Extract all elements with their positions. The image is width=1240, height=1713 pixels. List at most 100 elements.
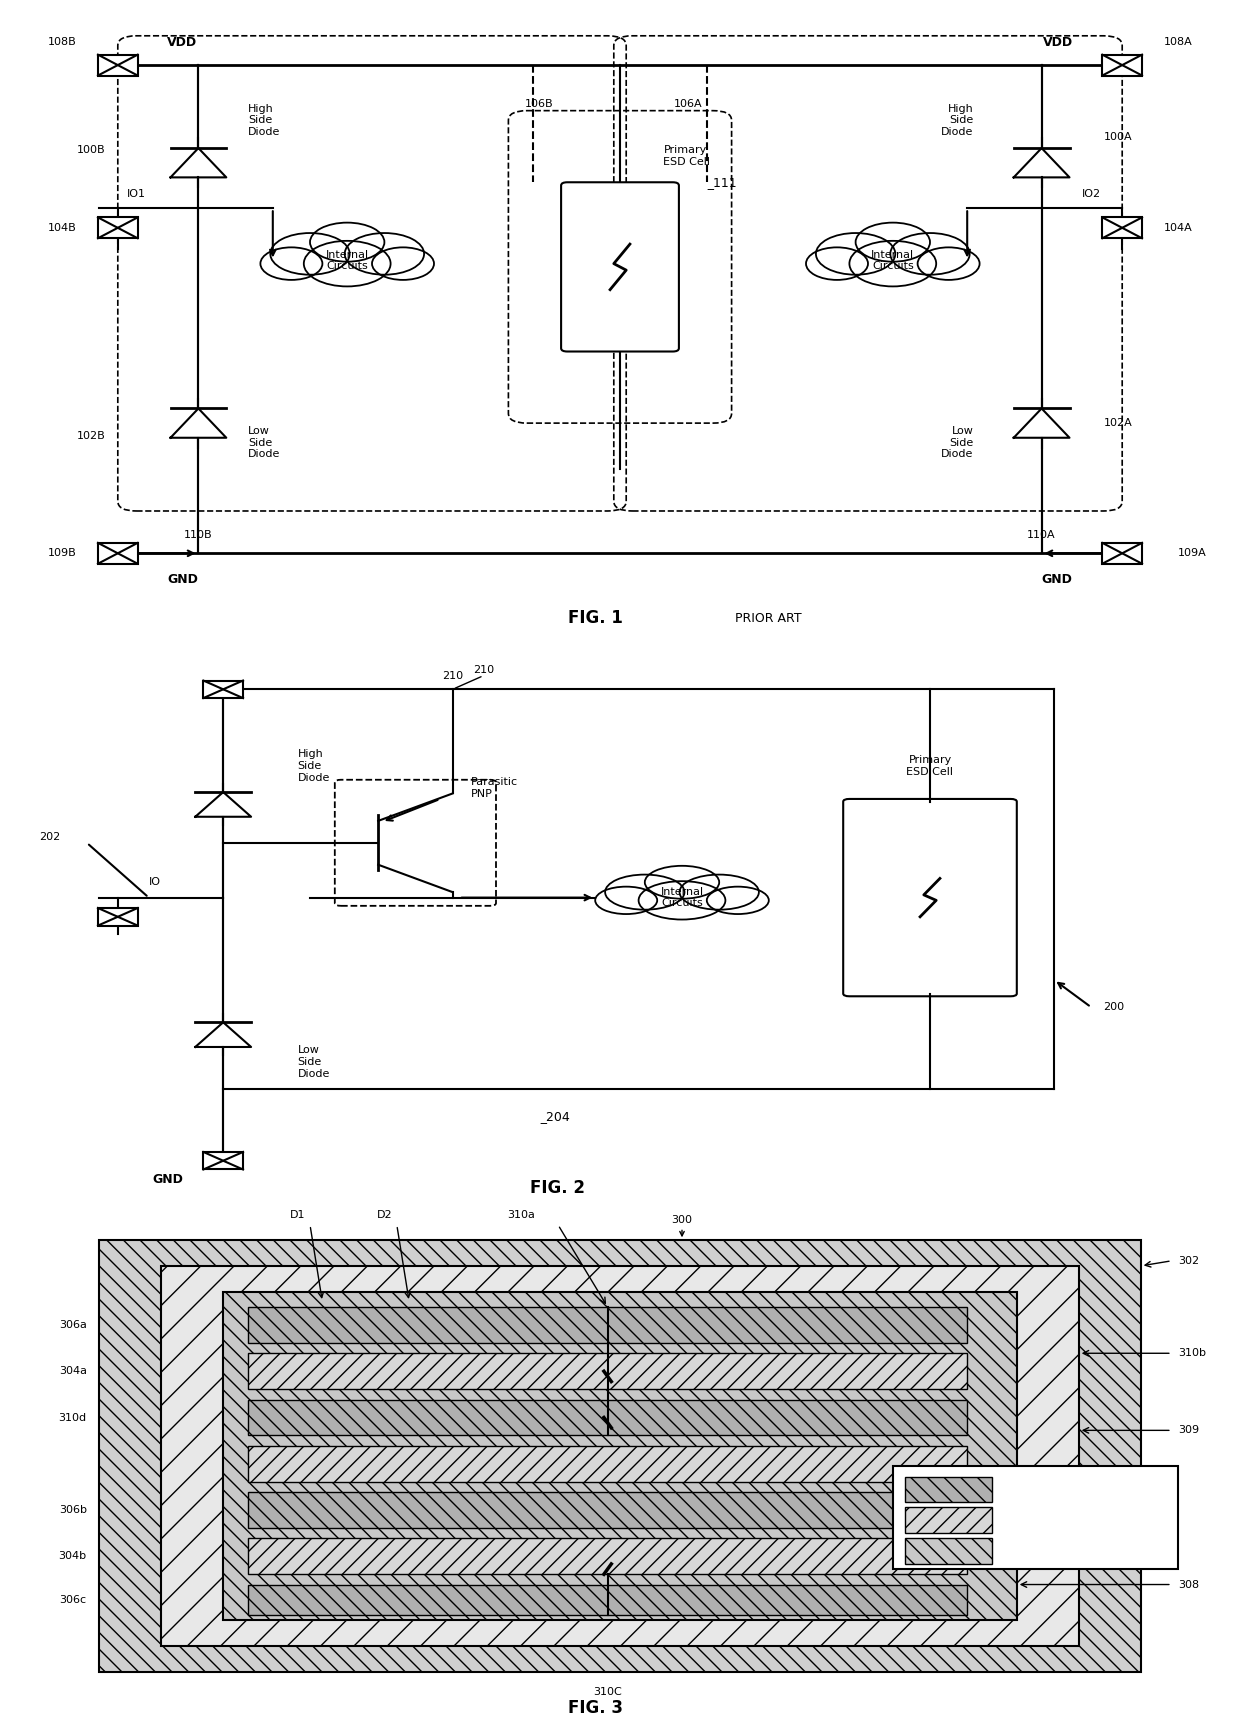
Circle shape: [260, 247, 322, 279]
Text: D2: D2: [377, 1209, 392, 1220]
Circle shape: [605, 875, 684, 910]
Text: 306c: 306c: [60, 1595, 87, 1605]
Text: FIG. 1: FIG. 1: [568, 610, 622, 627]
Text: IO2: IO2: [1081, 188, 1101, 199]
Bar: [223, 1292, 1017, 1620]
Bar: [905, 1538, 992, 1564]
Text: FIG. 2: FIG. 2: [531, 1179, 585, 1197]
Text: 310b: 310b: [1178, 1348, 1207, 1358]
Circle shape: [304, 242, 391, 286]
Text: 109B: 109B: [47, 548, 77, 558]
Text: PRIOR ART: PRIOR ART: [735, 612, 802, 625]
Text: Low
Side
Diode: Low Side Diode: [941, 427, 973, 459]
Text: ̲204: ̲204: [546, 1110, 570, 1124]
Text: 306b: 306b: [58, 1506, 87, 1514]
FancyBboxPatch shape: [560, 182, 680, 351]
Text: GND: GND: [153, 1173, 182, 1187]
Text: 200: 200: [1104, 1002, 1125, 1012]
Text: 108B: 108B: [47, 38, 77, 48]
Circle shape: [816, 233, 895, 274]
Text: VDD: VDD: [1043, 36, 1073, 48]
Circle shape: [707, 887, 769, 915]
Text: 102A: 102A: [1104, 418, 1132, 428]
Text: High
Side
Diode: High Side Diode: [248, 104, 280, 137]
Circle shape: [645, 865, 719, 899]
Bar: [98, 543, 138, 564]
Circle shape: [372, 247, 434, 279]
Text: 309: 309: [1178, 1425, 1199, 1435]
Bar: [893, 1466, 1178, 1569]
Text: 108A: 108A: [1163, 38, 1193, 48]
Bar: [203, 1151, 243, 1170]
Text: 110B: 110B: [184, 531, 213, 540]
Bar: [248, 1492, 967, 1528]
Text: 308: 308: [1178, 1579, 1199, 1590]
Text: Low
Side
Diode: Low Side Diode: [298, 1045, 330, 1079]
Polygon shape: [171, 408, 226, 439]
Bar: [248, 1538, 967, 1574]
Text: D1: D1: [290, 1209, 305, 1220]
Bar: [248, 1585, 967, 1615]
Text: P+: P+: [1004, 1485, 1021, 1494]
Text: 300: 300: [672, 1215, 692, 1235]
Text: 106A: 106A: [673, 99, 703, 110]
Circle shape: [806, 247, 868, 279]
Text: 310a: 310a: [507, 1209, 534, 1220]
Text: 202: 202: [38, 833, 61, 843]
Text: 106B: 106B: [525, 99, 554, 110]
Text: 110A: 110A: [1027, 531, 1056, 540]
Circle shape: [345, 233, 424, 274]
Bar: [161, 1266, 1079, 1646]
FancyBboxPatch shape: [843, 798, 1017, 997]
Circle shape: [595, 887, 657, 915]
Text: Low
Side
Diode: Low Side Diode: [248, 427, 280, 459]
Polygon shape: [171, 147, 226, 178]
Bar: [248, 1353, 967, 1389]
Circle shape: [310, 223, 384, 262]
Text: Internal
Circuits: Internal Circuits: [872, 250, 914, 271]
Bar: [905, 1477, 992, 1502]
Polygon shape: [1014, 408, 1069, 439]
Bar: [905, 1507, 992, 1533]
Text: 310C: 310C: [593, 1687, 622, 1698]
Bar: [248, 1400, 967, 1435]
Circle shape: [890, 233, 970, 274]
Text: Primary
ESD Cell: Primary ESD Cell: [906, 755, 954, 778]
Text: VDD: VDD: [167, 36, 197, 48]
Text: 104B: 104B: [47, 223, 77, 233]
Text: 302: 302: [1178, 1256, 1199, 1266]
Text: 102B: 102B: [77, 432, 105, 442]
Text: 109A: 109A: [1178, 548, 1207, 558]
Bar: [98, 218, 138, 238]
Text: 310d: 310d: [58, 1413, 87, 1422]
Text: GND: GND: [167, 572, 198, 586]
Bar: [248, 1307, 967, 1343]
Text: High
Side
Diode: High Side Diode: [941, 104, 973, 137]
Bar: [1102, 543, 1142, 564]
Text: 210: 210: [441, 670, 464, 680]
Text: Internal
Circuits: Internal Circuits: [661, 887, 703, 908]
Text: IO1: IO1: [126, 188, 146, 199]
Text: 100B: 100B: [77, 144, 105, 154]
Polygon shape: [1014, 147, 1069, 178]
Circle shape: [270, 233, 350, 274]
Text: Internal
Circuits: Internal Circuits: [326, 250, 368, 271]
Circle shape: [849, 242, 936, 286]
Bar: [99, 1240, 1141, 1672]
Text: 306a: 306a: [60, 1321, 87, 1329]
Polygon shape: [195, 1023, 250, 1047]
Text: FIG. 3: FIG. 3: [568, 1699, 622, 1713]
Text: Parasitic
PNP: Parasitic PNP: [471, 778, 518, 798]
Text: 304b: 304b: [58, 1552, 87, 1561]
Text: IO: IO: [149, 877, 161, 887]
Text: N+: N+: [1004, 1547, 1022, 1555]
Text: 104A: 104A: [1163, 223, 1193, 233]
Bar: [248, 1446, 967, 1482]
Circle shape: [856, 223, 930, 262]
Text: GND: GND: [1042, 572, 1073, 586]
Circle shape: [639, 880, 725, 920]
Bar: [98, 55, 138, 75]
Text: 210: 210: [472, 665, 495, 675]
Text: ̲111: ̲111: [713, 176, 737, 188]
Circle shape: [680, 875, 759, 910]
